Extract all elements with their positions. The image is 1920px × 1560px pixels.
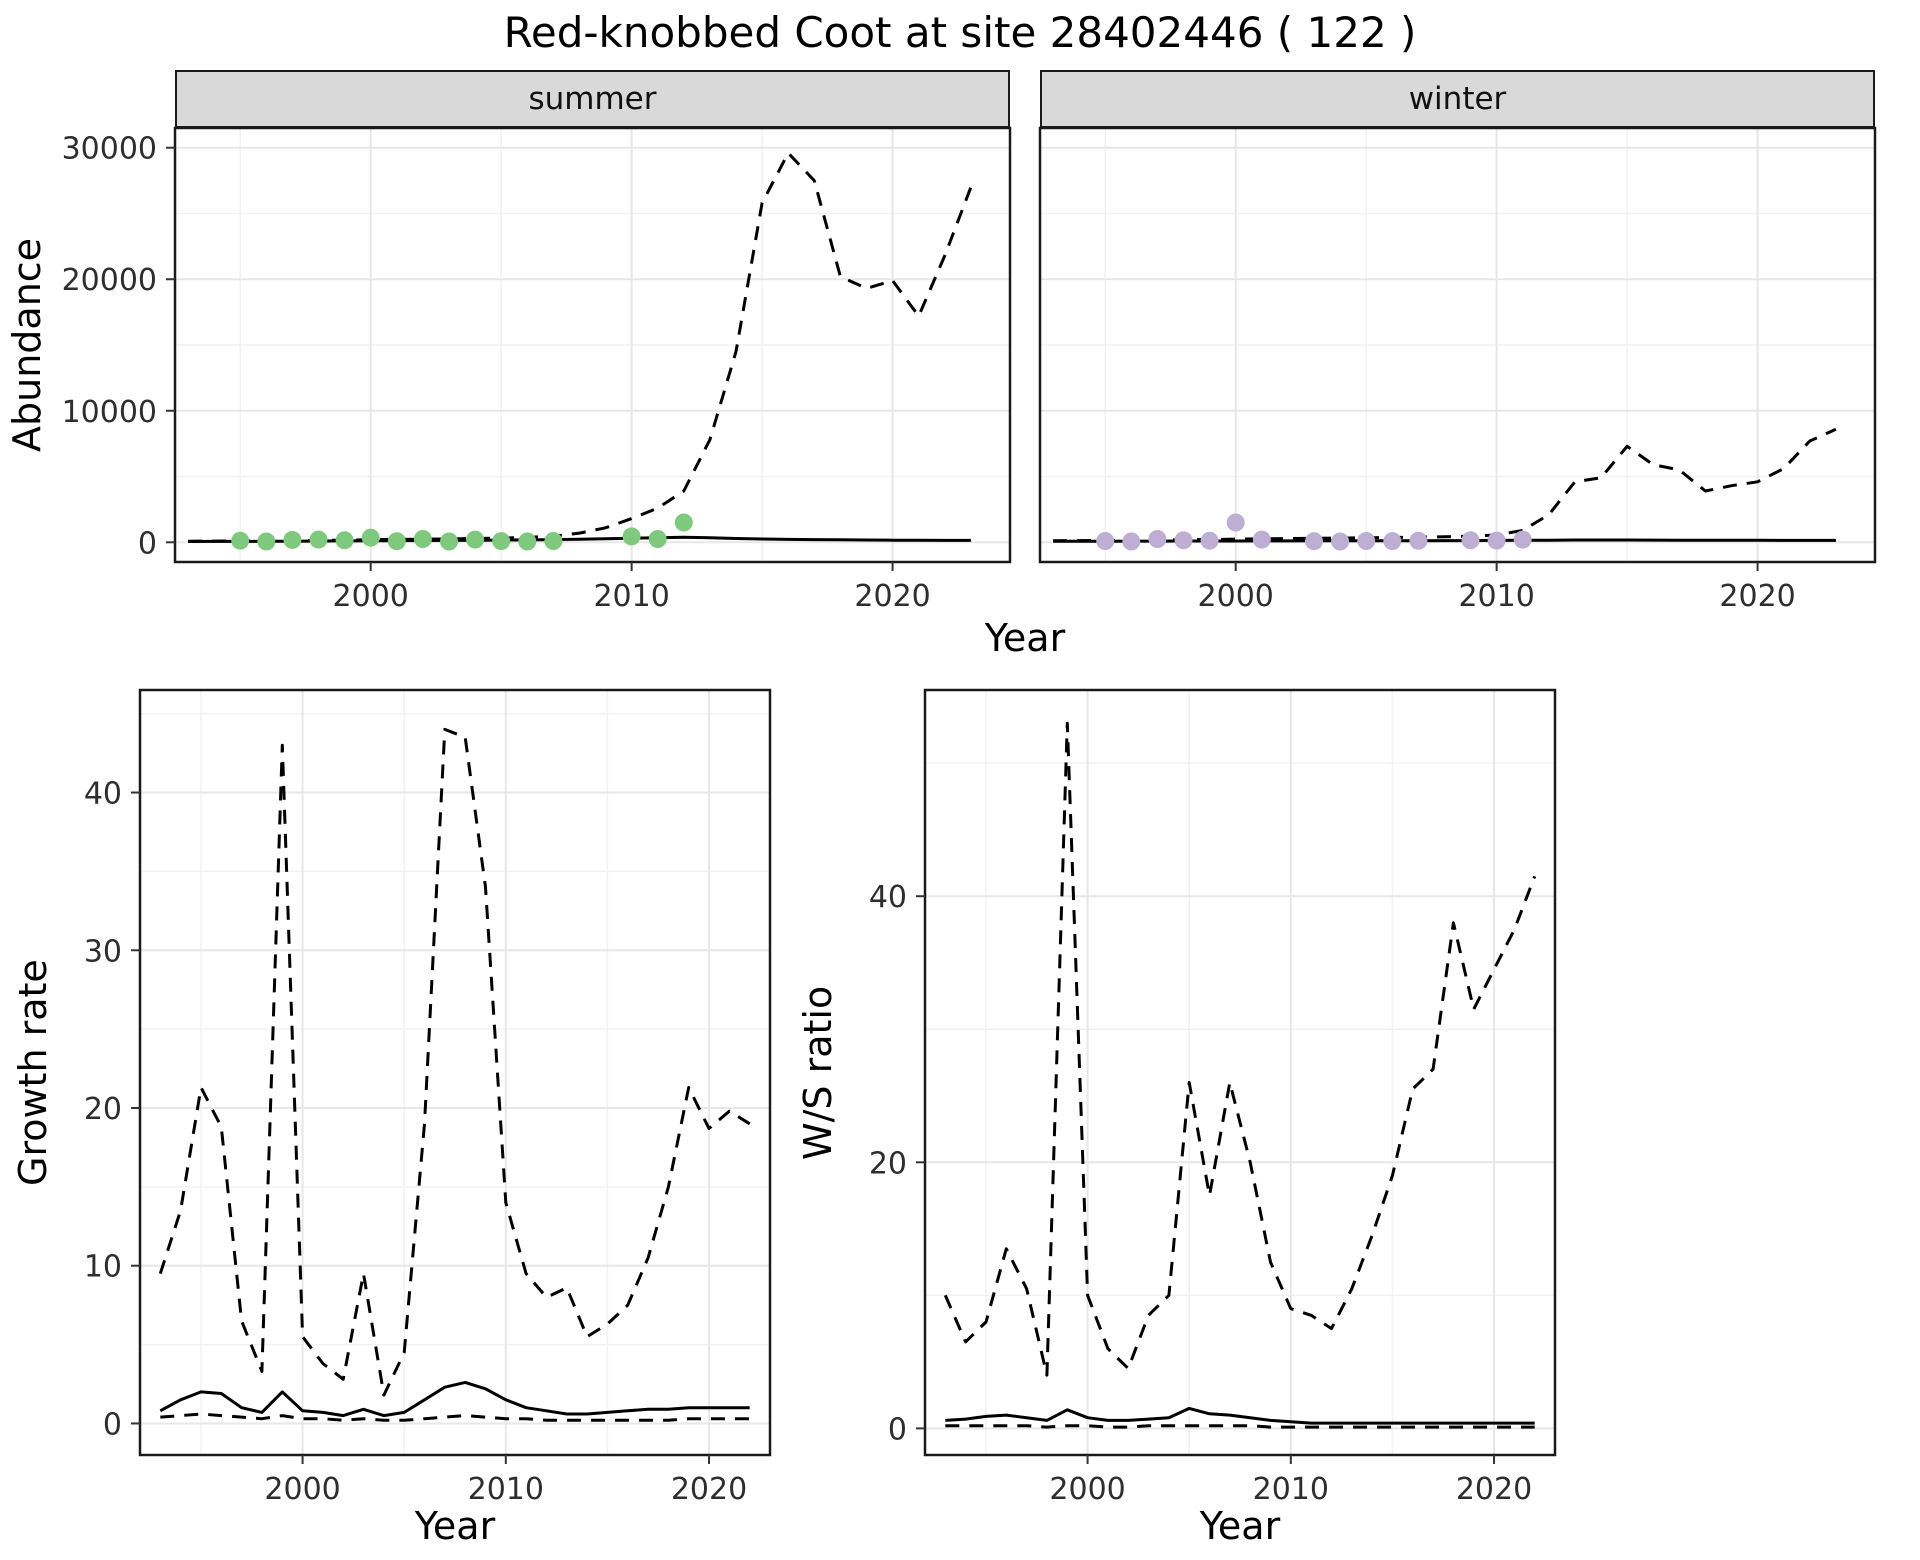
abundance-summer-model-fit-line bbox=[187, 535, 971, 543]
abundance-winter-winter-count-point bbox=[1252, 530, 1271, 549]
abundance-summer-summer-count-point bbox=[544, 532, 563, 550]
winter-abundance-panel: 2000 2010 2020 bbox=[1038, 126, 1877, 614]
abundance-winter-winter-count-point bbox=[1487, 531, 1506, 550]
abundance-summer-summer-count-point bbox=[622, 527, 641, 546]
abundance-winter-winter-count-point bbox=[1513, 530, 1532, 549]
abundance-summer-model-upper-line bbox=[187, 151, 973, 543]
abundance-winter-winter-count-point bbox=[1200, 531, 1219, 550]
x-tick-label: 2000 bbox=[1049, 1472, 1125, 1507]
abundance-summer-panel-border bbox=[173, 126, 1012, 564]
x-tick-label: 2020 bbox=[1719, 579, 1795, 614]
x-tick-label: 2020 bbox=[854, 579, 930, 614]
y-tick-label: 0 bbox=[103, 1407, 122, 1442]
x-tick-label: 2010 bbox=[1253, 1472, 1329, 1507]
growth-rate-panel-border bbox=[138, 688, 772, 1457]
y-tick-label: 40 bbox=[869, 880, 907, 915]
ws-ratio-upper-ci-line bbox=[943, 721, 1537, 1377]
abundance-winter-winter-count-point bbox=[1461, 531, 1480, 550]
top-year-axis-label: Year bbox=[984, 616, 1066, 660]
abundance-winter-winter-count-point bbox=[1122, 532, 1141, 551]
abundance-winter-winter-count-point bbox=[1148, 530, 1167, 548]
abundance-winter-winter-count-point bbox=[1305, 532, 1323, 551]
abundance-axis-label: Abundance bbox=[5, 237, 49, 453]
y-tick-label: 20000 bbox=[62, 263, 157, 298]
y-tick-label: 10 bbox=[84, 1250, 122, 1285]
x-tick-label: 2010 bbox=[468, 1472, 544, 1507]
abundance-summer-summer-count-point bbox=[231, 531, 250, 550]
abundance-summer-summer-count-point bbox=[466, 530, 485, 549]
y-tick-label: 20 bbox=[84, 1092, 122, 1127]
abundance-summer-summer-count-point bbox=[440, 532, 458, 551]
abundance-summer-summer-count-point bbox=[257, 532, 276, 551]
abundance-summer-summer-count-point bbox=[518, 532, 537, 551]
ws-ratio-panel-border bbox=[923, 688, 1557, 1457]
abundance-winter-winter-count-point bbox=[1174, 531, 1193, 550]
ws-ratio-panel: 2000 2010 2020 0 20 40 bbox=[869, 688, 1557, 1507]
ws-year-axis-label: Year bbox=[1199, 1504, 1281, 1548]
abundance-winter-panel-border bbox=[1038, 126, 1877, 564]
growth-rate-estimate-line bbox=[159, 1380, 750, 1418]
abundance-winter-winter-count-point bbox=[1096, 532, 1115, 550]
x-tick-label: 2010 bbox=[1458, 579, 1534, 614]
abundance-summer-summer-count-point bbox=[492, 532, 511, 551]
abundance-winter-winter-count-point bbox=[1226, 513, 1245, 532]
abundance-winter-winter-count-point bbox=[1383, 532, 1402, 551]
abundance-winter-winter-count-point bbox=[1331, 532, 1350, 551]
y-tick-label: 30000 bbox=[62, 132, 157, 167]
x-tick-label: 2000 bbox=[1198, 579, 1274, 614]
abundance-summer-summer-count-point bbox=[309, 530, 328, 549]
abundance-summer-summer-count-point bbox=[674, 513, 693, 532]
abundance-summer-summer-count-point bbox=[361, 528, 380, 547]
ws-ratio-axis-label: W/S ratio bbox=[796, 985, 840, 1160]
facet-strip-summer: summer bbox=[175, 70, 1010, 128]
growth-year-axis-label: Year bbox=[414, 1504, 496, 1548]
growth-rate-axis-label: Growth rate bbox=[11, 959, 55, 1186]
x-tick-label: 2020 bbox=[671, 1472, 747, 1507]
facet-strip-summer-label: summer bbox=[528, 81, 657, 117]
facet-strip-winter-label: winter bbox=[1408, 81, 1507, 117]
growth-rate-lower-ci-line bbox=[160, 1412, 750, 1422]
growth-rate-panel: 2000 2010 2020 0 10 20 30 40 bbox=[84, 688, 772, 1507]
x-tick-label: 2000 bbox=[264, 1472, 340, 1507]
summer-abundance-panel: 2000 2010 2020 0 10000 20000 30000 bbox=[62, 126, 1012, 614]
ws-ratio-lower-ci-line bbox=[945, 1424, 1535, 1429]
abundance-winter-model-upper-line bbox=[1052, 427, 1837, 543]
abundance-winter-winter-count-point bbox=[1409, 531, 1428, 550]
ws-ratio-estimate-line bbox=[945, 1406, 1535, 1425]
growth-rate-upper-ci-line bbox=[158, 727, 751, 1397]
abundance-winter-winter-count-point bbox=[1357, 532, 1376, 550]
facet-strip-winter: winter bbox=[1040, 70, 1875, 128]
abundance-summer-summer-count-point bbox=[387, 532, 406, 551]
x-tick-label: 2010 bbox=[593, 579, 669, 614]
abundance-winter-model-fit-line bbox=[1053, 538, 1836, 543]
y-tick-label: 0 bbox=[138, 526, 157, 561]
abundance-summer-summer-count-point bbox=[413, 530, 432, 548]
x-tick-label: 2020 bbox=[1456, 1472, 1532, 1507]
y-tick-label: 20 bbox=[869, 1146, 907, 1181]
abundance-summer-summer-count-point bbox=[335, 531, 354, 550]
abundance-summer-summer-count-point bbox=[648, 530, 667, 548]
y-tick-label: 40 bbox=[84, 777, 122, 812]
figure-title: Red-knobbed Coot at site 28402446 ( 122 … bbox=[503, 8, 1417, 57]
abundance-summer-summer-count-point bbox=[283, 530, 302, 549]
x-tick-label: 2000 bbox=[333, 579, 409, 614]
y-tick-label: 0 bbox=[888, 1412, 907, 1447]
y-tick-label: 10000 bbox=[62, 395, 157, 430]
y-tick-label: 30 bbox=[84, 934, 122, 969]
